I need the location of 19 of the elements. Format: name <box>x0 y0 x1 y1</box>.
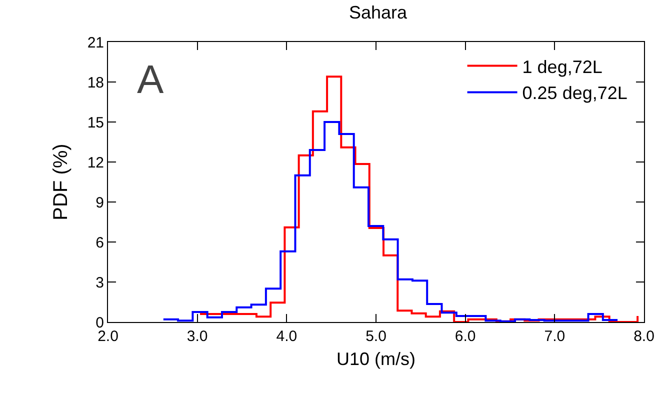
y-tick-label: 6 <box>96 234 104 252</box>
y-tick-label: 9 <box>96 194 104 212</box>
legend-label: 0.25 deg,72L <box>522 83 628 104</box>
annotation: A <box>137 58 164 102</box>
x-tick-label: 6.0 <box>454 328 476 345</box>
x-tick-label: 3.0 <box>186 328 208 345</box>
x-tick-label: 8.0 <box>634 328 654 345</box>
y-tick-label: 15 <box>87 114 104 132</box>
y-axis-title: PDF (%) <box>50 144 72 220</box>
x-tick-label: 7.0 <box>544 328 566 345</box>
x-tick-label: 5.0 <box>366 328 386 345</box>
y-tick-label: 21 <box>87 34 104 52</box>
x-tick-label: 4.0 <box>276 328 298 345</box>
chart-title: Sahara <box>348 2 408 23</box>
legend-label: 1 deg,72L <box>522 56 602 77</box>
y-tick-label: 12 <box>87 154 104 172</box>
y-tick-label: 18 <box>87 74 104 92</box>
y-tick-label: 3 <box>96 274 104 292</box>
x-axis-title: U10 (m/s) <box>336 349 416 370</box>
